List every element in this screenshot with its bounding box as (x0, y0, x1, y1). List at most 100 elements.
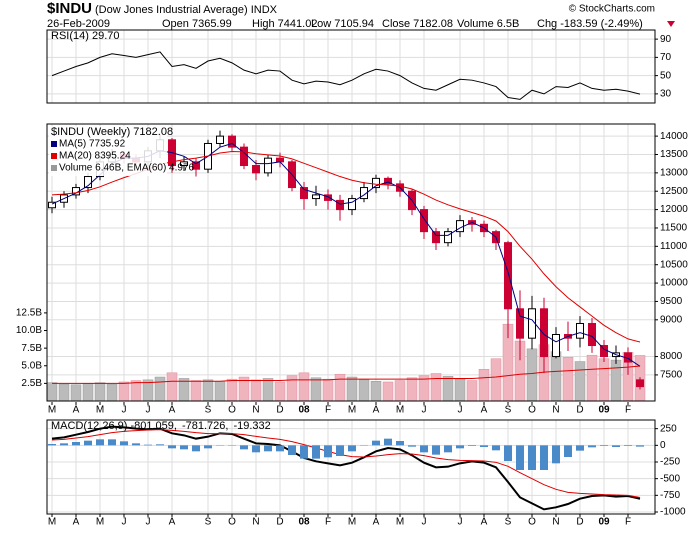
histogram-bar (156, 444, 164, 445)
x-tick-label: D (576, 517, 583, 528)
volume-bar (275, 382, 285, 401)
histogram-bar (480, 445, 488, 447)
x-tick-label: A (73, 517, 80, 528)
histogram-bar (504, 445, 512, 461)
volume-bar (347, 377, 357, 401)
volume-bar (263, 378, 273, 401)
volume-bar (119, 382, 129, 401)
volume-bar (431, 374, 441, 401)
volume-bar (575, 362, 585, 401)
stat: High 7441.02 (252, 18, 317, 30)
histogram-bar (396, 441, 404, 445)
x-tick-label: J (146, 517, 151, 528)
stat: Volume 6.5B (457, 18, 519, 30)
y-tick-label: 8000 (660, 351, 683, 362)
x-tick-label: M (48, 405, 56, 416)
histogram-bar (132, 443, 140, 445)
x-tick-label: 09 (598, 517, 610, 528)
y-tick-label: 13500 (660, 149, 688, 160)
panel (47, 30, 655, 103)
volume-bar (491, 359, 501, 401)
volume-bar (443, 376, 453, 401)
x-tick-label: N (252, 517, 259, 528)
legend-entry: MA(20) 8395.24 (59, 151, 131, 162)
histogram-bar (84, 441, 92, 446)
candle-body (637, 380, 644, 387)
histogram-bar (324, 445, 332, 457)
volume-bar (179, 378, 189, 401)
stat: Close 7182.08 (382, 18, 453, 30)
histogram-bar (444, 445, 452, 452)
legend-entry: MA(5) 7735.92 (59, 139, 126, 150)
y-tick-label: -250 (660, 457, 680, 468)
volume-bar (383, 382, 393, 401)
volume-bar (59, 384, 69, 401)
panel (47, 420, 655, 514)
x-tick-label: J (422, 517, 427, 528)
histogram-bar (312, 445, 320, 458)
x-tick-label: S (505, 405, 512, 416)
y2-tick-label: 2.5B (21, 378, 42, 389)
y-tick-label: 30 (660, 89, 672, 100)
histogram-bar (600, 445, 608, 446)
histogram-bar (336, 445, 344, 456)
symbol: $INDU (47, 0, 92, 17)
candle-body (277, 158, 284, 162)
stat: Low 7105.94 (311, 18, 374, 30)
volume-bar (191, 381, 201, 401)
histogram-bar (636, 445, 644, 446)
legend-entry: MACD(12,26,9) -801.059, (51, 420, 177, 432)
histogram-bar (420, 445, 428, 452)
histogram-bar (240, 445, 248, 449)
x-tick-label: M (348, 405, 356, 416)
y-tick-label: -1000 (660, 507, 686, 518)
x-tick-label: A (169, 405, 176, 416)
y-tick-label: 11500 (660, 223, 688, 234)
volume-bar (167, 373, 177, 401)
candle-body (217, 136, 224, 143)
histogram-bar (348, 445, 356, 451)
x-tick-label: 08 (298, 405, 310, 416)
legend-swatch (51, 165, 57, 171)
histogram-bar (528, 445, 536, 470)
x-tick-label: S (505, 517, 512, 528)
volume-bar (131, 381, 141, 401)
x-tick-label: M (48, 517, 56, 528)
candle-body (577, 323, 584, 338)
histogram-bar (288, 445, 296, 455)
histogram-bar (372, 441, 380, 446)
histogram-bar (48, 444, 56, 445)
histogram-bar (408, 445, 416, 446)
legend-entry: -19.332 (233, 420, 270, 432)
histogram-bar (60, 443, 68, 445)
volume-bar (599, 359, 609, 401)
volume-bar (407, 378, 417, 401)
volume-bar (323, 379, 333, 401)
y-tick-label: 50 (660, 70, 672, 81)
y2-tick-label: 12.5B (16, 308, 42, 319)
x-tick-label: 08 (298, 517, 310, 528)
histogram-bar (72, 442, 80, 445)
symbol-name: (Dow Jones Industrial Average) INDX (95, 4, 278, 16)
x-tick-label: N (552, 517, 559, 528)
histogram-bar (624, 445, 632, 446)
y-tick-label: -750 (660, 490, 680, 501)
volume-bar (371, 381, 381, 401)
x-tick-label: A (481, 517, 488, 528)
x-tick-label: O (528, 517, 536, 528)
legend-entry: Volume 6.46B, EMA(60) 4.976 (59, 163, 195, 174)
candle-body (541, 309, 548, 357)
volume-bar (251, 380, 261, 401)
volume-bar (95, 383, 105, 401)
x-tick-label: O (228, 517, 236, 528)
y2-tick-label: 10.0B (16, 325, 42, 336)
x-tick-label: F (325, 405, 331, 416)
x-tick-label: D (276, 405, 283, 416)
x-tick-label: N (552, 405, 559, 416)
x-tick-label: A (373, 517, 380, 528)
histogram-bar (384, 439, 392, 446)
y2-tick-label: 5.0B (21, 360, 42, 371)
y-tick-label: 70 (660, 52, 672, 63)
